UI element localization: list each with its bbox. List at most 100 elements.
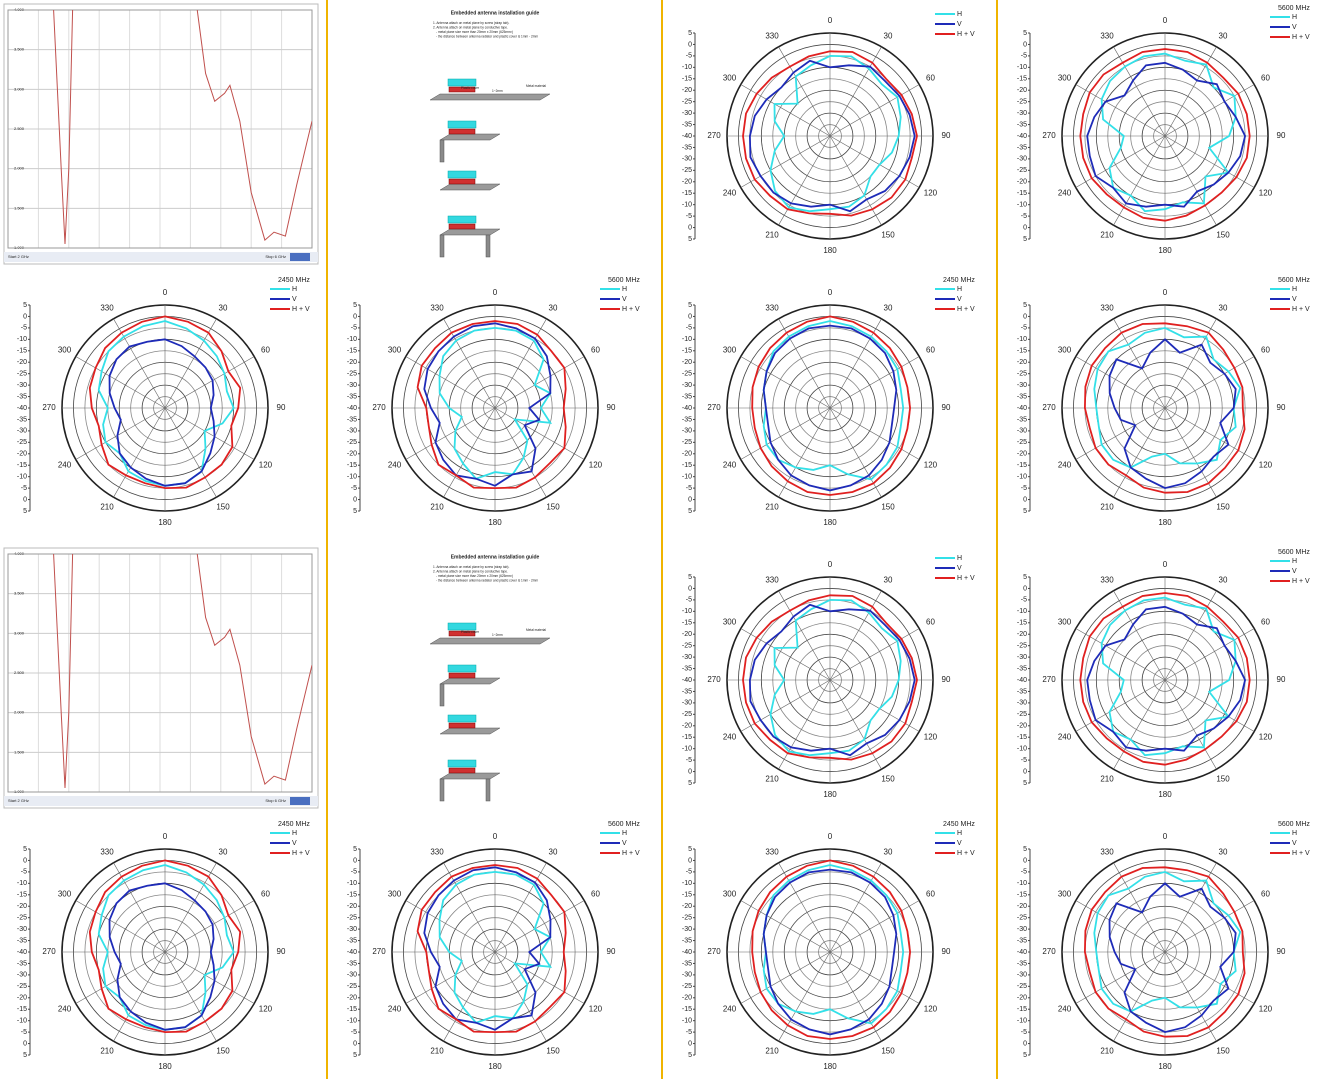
r-tick-label: -15 bbox=[682, 1006, 692, 1013]
r-tick-label: -5 bbox=[686, 757, 692, 764]
r-tick-label: -15 bbox=[682, 348, 692, 355]
pattern-line bbox=[1079, 48, 1251, 222]
theta-tick-label: 90 bbox=[607, 403, 616, 412]
r-tick-label: -30 bbox=[1017, 110, 1027, 117]
antenna-cover bbox=[447, 622, 477, 631]
r-tick-label: -25 bbox=[682, 371, 692, 378]
r-tick-label: -15 bbox=[682, 734, 692, 741]
theta-tick-label: 330 bbox=[100, 848, 114, 857]
theta-tick-label: 210 bbox=[430, 503, 444, 512]
r-tick-label: -25 bbox=[1017, 915, 1027, 922]
spoke bbox=[740, 84, 831, 137]
guide-note: - the distance between antenna radiator … bbox=[436, 578, 538, 582]
theta-tick-label: 90 bbox=[942, 947, 951, 956]
legend-label: H + V bbox=[1292, 306, 1310, 313]
plot-border bbox=[7, 9, 313, 249]
legend-label: V bbox=[957, 296, 962, 303]
r-tick-label: -40 bbox=[682, 405, 692, 412]
theta-tick-label: 180 bbox=[488, 1062, 502, 1071]
r-tick-label: -15 bbox=[1017, 462, 1027, 469]
r-tick-label: -15 bbox=[1017, 190, 1027, 197]
spoke bbox=[1164, 900, 1255, 953]
r-tick-label: -5 bbox=[21, 325, 27, 332]
spoke bbox=[1075, 84, 1166, 137]
r-tick-label: -20 bbox=[1017, 179, 1027, 186]
theta-tick-label: 0 bbox=[493, 832, 498, 841]
legend-label: H + V bbox=[1292, 850, 1310, 857]
r-tick-label: -15 bbox=[1017, 76, 1027, 83]
r-tick-label: -15 bbox=[682, 190, 692, 197]
metal-plate bbox=[429, 637, 551, 645]
r-tick-label: -40 bbox=[347, 949, 357, 956]
theta-tick-label: 210 bbox=[765, 503, 779, 512]
r-tick-label: -30 bbox=[1017, 926, 1027, 933]
legend-label: H bbox=[1292, 830, 1297, 837]
r-tick-label: -10 bbox=[682, 202, 692, 209]
r-tick-label: 0 bbox=[688, 585, 692, 592]
r-tick-label: 0 bbox=[688, 1040, 692, 1047]
theta-tick-label: 240 bbox=[58, 461, 72, 470]
r-tick-label: -25 bbox=[682, 983, 692, 990]
pattern-line bbox=[1086, 61, 1247, 208]
r-tick-label: -35 bbox=[1017, 960, 1027, 967]
legend-title: 2450 MHz bbox=[943, 821, 975, 828]
theta-tick-label: 300 bbox=[723, 618, 737, 627]
pattern-line bbox=[88, 315, 242, 490]
pattern-line bbox=[416, 864, 567, 1034]
spoke bbox=[740, 356, 831, 409]
theta-tick-label: 60 bbox=[926, 890, 935, 899]
y-tick-label: 1.500 bbox=[14, 205, 25, 210]
r-tick-label: -5 bbox=[686, 1029, 692, 1036]
r-tick-label: -35 bbox=[17, 393, 27, 400]
r-tick-label: -10 bbox=[17, 1018, 27, 1025]
footer-icon bbox=[290, 797, 310, 805]
r-tick-label: -30 bbox=[1017, 156, 1027, 163]
r-tick-label: -25 bbox=[347, 915, 357, 922]
theta-tick-label: 180 bbox=[158, 1062, 172, 1071]
r-tick-label: -10 bbox=[682, 880, 692, 887]
legend-label: H bbox=[957, 555, 962, 562]
theta-tick-label: 240 bbox=[1058, 189, 1072, 198]
spoke bbox=[405, 900, 496, 953]
r-tick-label: -40 bbox=[17, 405, 27, 412]
r-tick-label: -5 bbox=[1021, 1029, 1027, 1036]
separator bbox=[661, 0, 663, 1079]
r-tick-label: 5 bbox=[353, 508, 357, 515]
spoke bbox=[1164, 46, 1217, 137]
spoke bbox=[494, 318, 547, 409]
r-tick-label: -15 bbox=[347, 462, 357, 469]
spoke bbox=[164, 951, 255, 1004]
theta-tick-label: 180 bbox=[488, 518, 502, 527]
spoke bbox=[778, 590, 831, 681]
footer-start: Start 2 GHz bbox=[8, 254, 29, 259]
r-tick-label: -15 bbox=[17, 462, 27, 469]
r-tick-label: -10 bbox=[1017, 746, 1027, 753]
r-tick-label: 5 bbox=[688, 1052, 692, 1059]
spoke bbox=[740, 135, 831, 188]
r-tick-label: 5 bbox=[353, 846, 357, 853]
r-tick-label: -20 bbox=[17, 451, 27, 458]
r-tick-label: 5 bbox=[688, 302, 692, 309]
theta-tick-label: 240 bbox=[723, 733, 737, 742]
r-tick-label: -35 bbox=[347, 960, 357, 967]
r-tick-label: 0 bbox=[353, 857, 357, 864]
spoke bbox=[75, 356, 166, 409]
r-tick-label: -20 bbox=[682, 995, 692, 1002]
spoke bbox=[1164, 862, 1217, 953]
guide-note: 2. Antenna attach on metal plane by cond… bbox=[433, 569, 508, 573]
spoke bbox=[164, 900, 255, 953]
spoke bbox=[164, 407, 217, 498]
theta-tick-label: 30 bbox=[1219, 32, 1228, 41]
theta-tick-label: 330 bbox=[1100, 304, 1114, 313]
separator bbox=[326, 0, 328, 1079]
antenna-body bbox=[448, 722, 476, 729]
spoke bbox=[1075, 900, 1166, 953]
data-line bbox=[53, 554, 312, 789]
r-tick-label: 5 bbox=[1023, 236, 1027, 243]
r-tick-label: -5 bbox=[1021, 757, 1027, 764]
legend-label: V bbox=[1292, 24, 1297, 31]
theta-tick-label: 0 bbox=[828, 288, 833, 297]
theta-tick-label: 60 bbox=[926, 618, 935, 627]
r-tick-label: -30 bbox=[682, 156, 692, 163]
spoke bbox=[443, 951, 496, 1042]
